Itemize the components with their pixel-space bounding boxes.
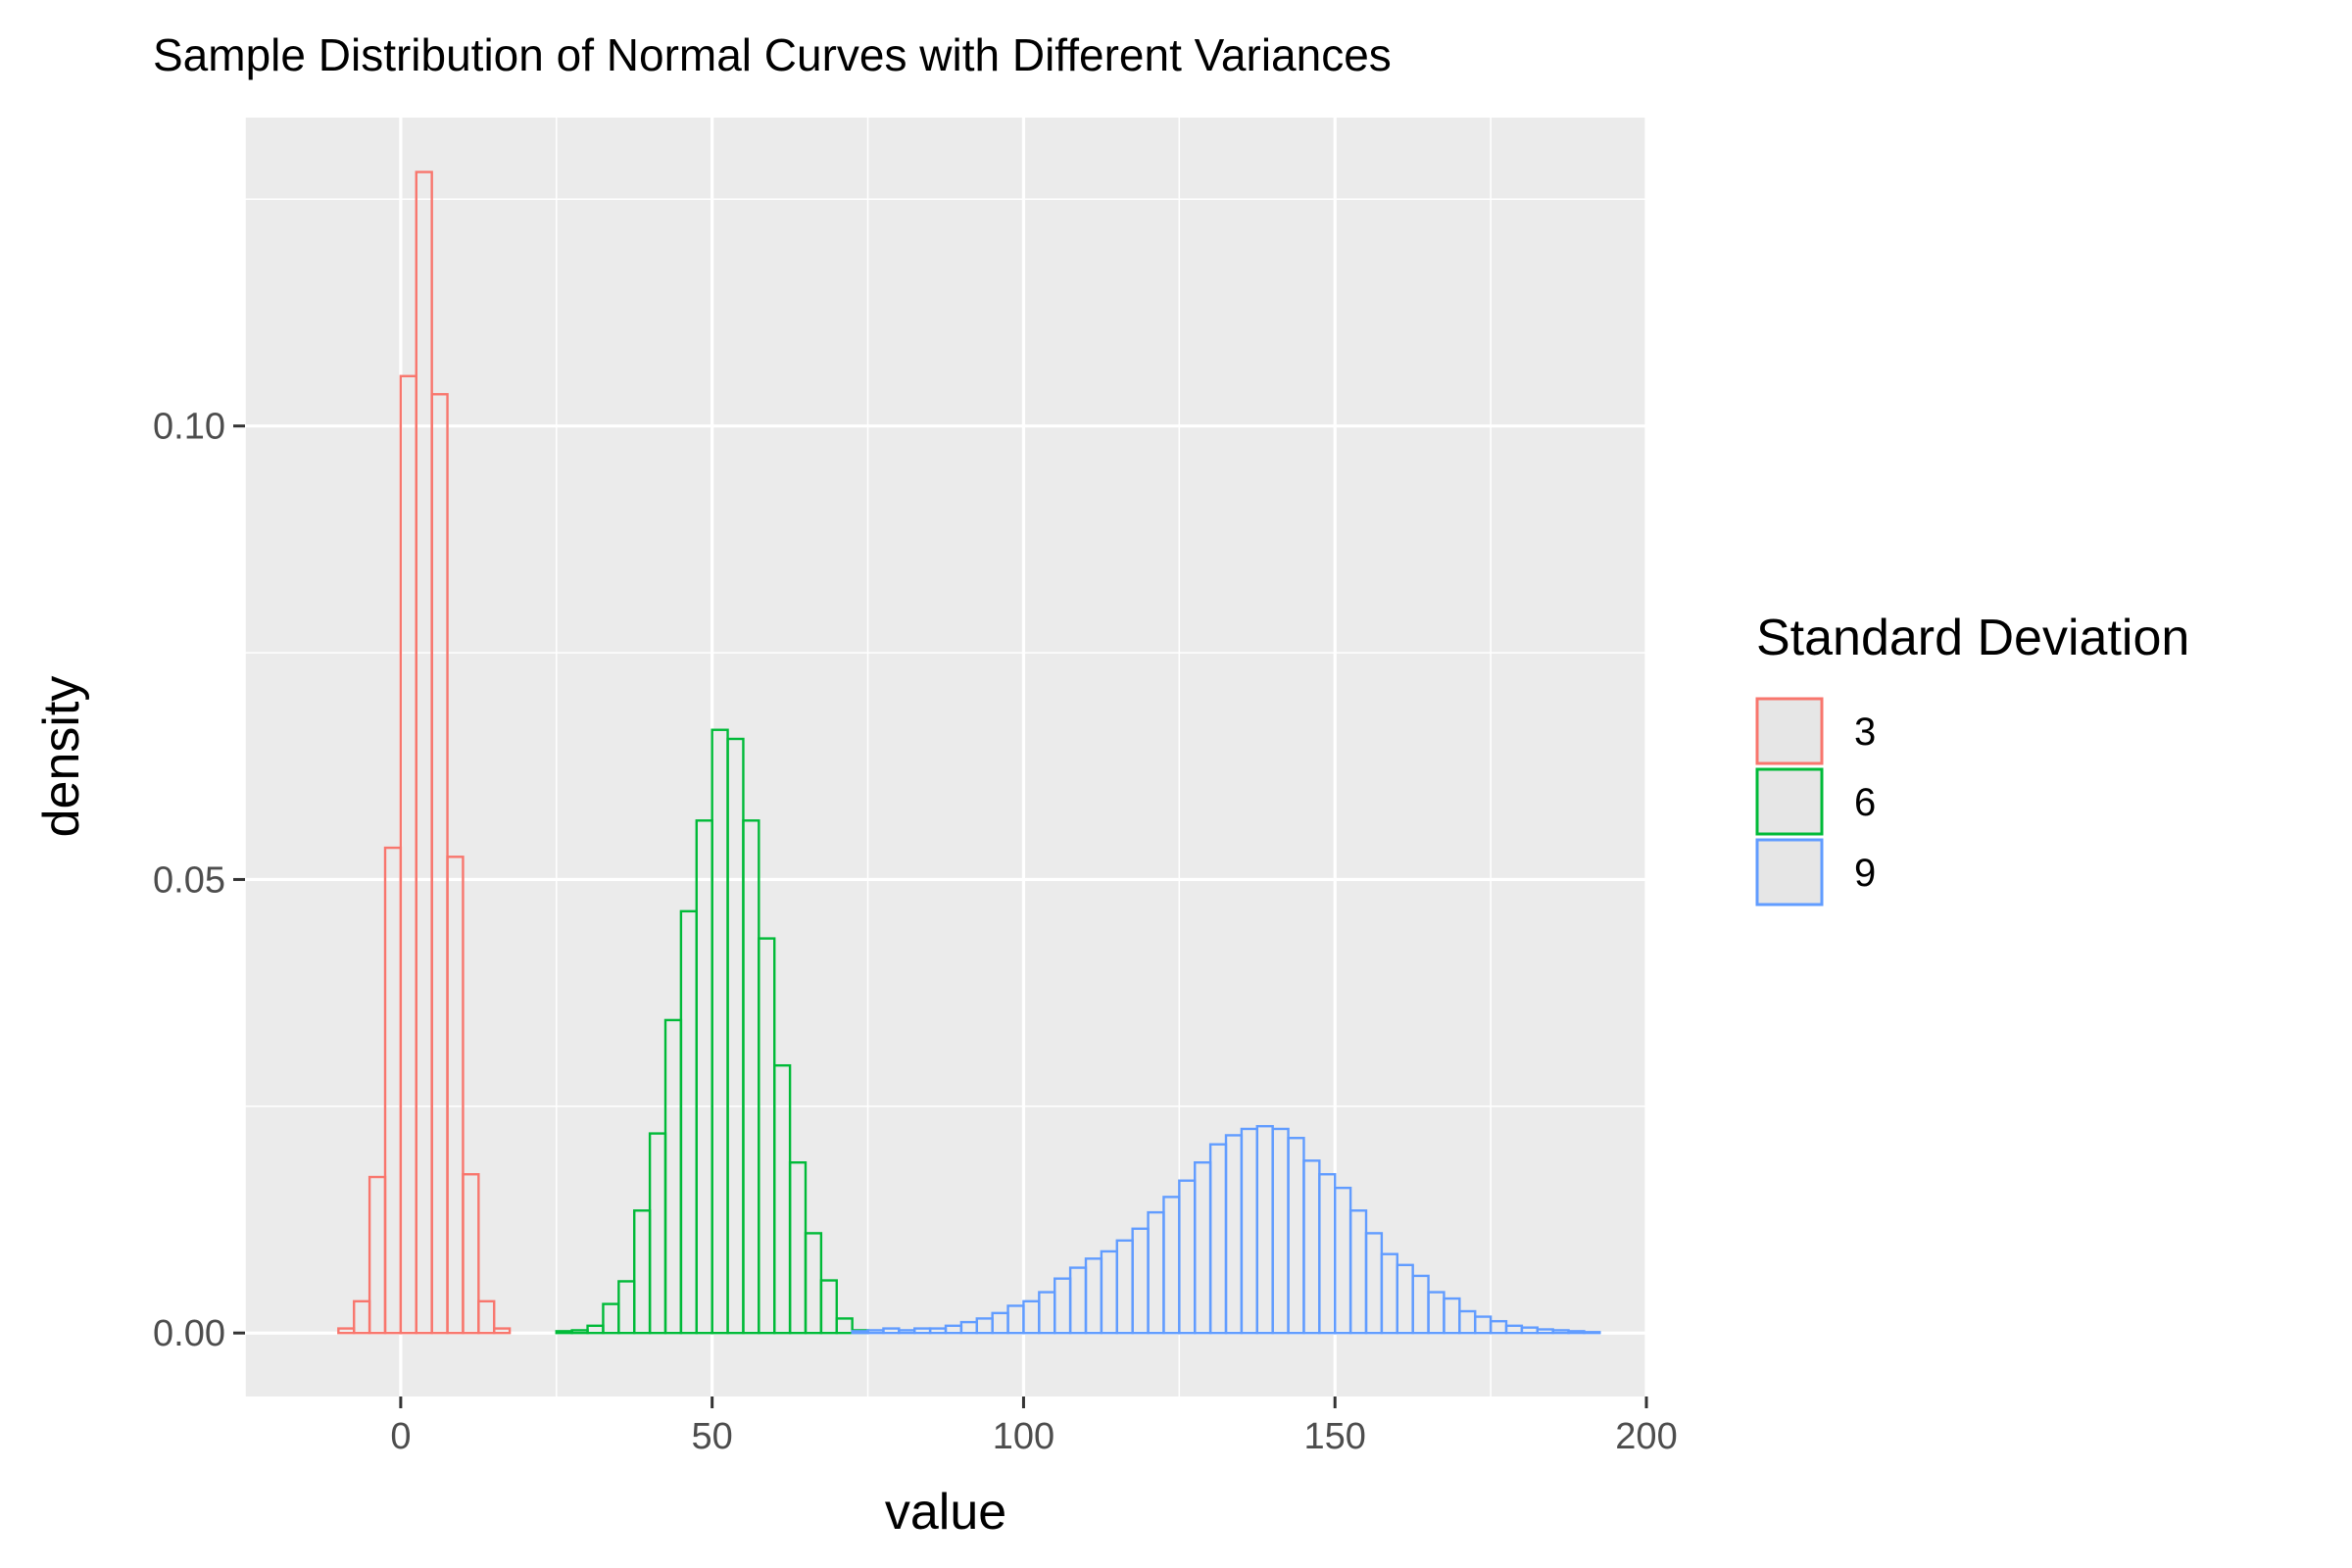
y-axis: 0.00 0.05 0.10 [153, 407, 245, 1354]
y-tick-label: 0.05 [153, 859, 225, 901]
legend-label-sd-6: 6 [1854, 781, 1876, 824]
plot-panel [245, 118, 1646, 1396]
legend-key-sd-6 [1755, 767, 1824, 836]
legend-title: Standard Deviation [1756, 610, 2189, 666]
chart-title: Sample Distribution of Normal Curves wit… [153, 29, 1392, 80]
legend-key-sd-9 [1755, 838, 1824, 906]
histogram-bar-sd-6 [819, 1279, 838, 1335]
histogram-bar-sd-3 [477, 1299, 496, 1335]
x-tick-label: 100 [993, 1416, 1054, 1457]
histogram-bar-sd-6 [835, 1317, 854, 1335]
x-tick-label: 200 [1615, 1416, 1677, 1457]
x-tick-label: 50 [692, 1416, 733, 1457]
legend-items: 3 6 9 [1755, 697, 1876, 906]
x-axis: 0 50 100 150 200 [390, 1396, 1678, 1457]
histogram-bar-sd-3 [493, 1327, 512, 1335]
minor-gridlines [244, 118, 1646, 1396]
y-axis-title: density [33, 676, 90, 838]
histogram-bar-sd-3 [446, 856, 465, 1335]
x-tick-label: 150 [1304, 1416, 1366, 1457]
y-tick-label: 0.00 [153, 1313, 225, 1354]
legend-label-sd-9: 9 [1854, 852, 1876, 895]
histogram-bar-sd-6 [555, 1330, 573, 1335]
histogram-bar-sd-9 [1567, 1330, 1586, 1335]
y-tick-label: 0.10 [153, 407, 225, 448]
legend: Standard Deviation 3 6 9 [1755, 610, 2189, 906]
histogram-bar-sd-9 [1583, 1331, 1601, 1335]
x-tick-label: 0 [390, 1416, 411, 1457]
legend-key-sd-3 [1755, 697, 1824, 765]
legend-label-sd-3: 3 [1854, 710, 1876, 754]
histogram-bar-sd-9 [851, 1330, 869, 1335]
x-axis-title: value [885, 1484, 1006, 1541]
histogram-bar-sd-3 [462, 1173, 480, 1335]
histogram-bars [337, 171, 1601, 1335]
